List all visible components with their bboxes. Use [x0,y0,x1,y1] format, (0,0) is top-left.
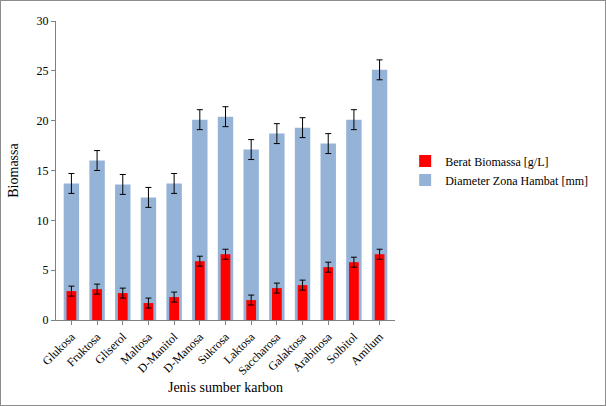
svg-text:Saccharosa: Saccharosa [235,329,284,378]
svg-text:Sukrosa: Sukrosa [195,329,233,367]
svg-text:Solbitol: Solbitol [323,329,360,366]
svg-text:Galaktosa: Galaktosa [265,329,309,373]
svg-text:Biomassa: Biomassa [6,142,21,197]
svg-text:15: 15 [37,164,49,178]
svg-text:0: 0 [43,313,49,327]
svg-text:Jenis sumber karbon: Jenis sumber karbon [168,380,283,395]
svg-text:5: 5 [43,263,49,277]
svg-text:Berat Biomassa [g/L]: Berat Biomassa [g/L] [445,155,548,169]
svg-text:25: 25 [37,64,49,78]
svg-text:20: 20 [37,114,49,128]
svg-text:Amilum: Amilum [348,329,387,368]
svg-text:Fruktosa: Fruktosa [64,329,104,369]
svg-text:D-Manitol: D-Manitol [135,329,181,375]
svg-text:Laktosa: Laktosa [221,329,258,366]
svg-text:10: 10 [37,214,49,228]
svg-text:Gliserol: Gliserol [92,329,130,367]
svg-text:30: 30 [37,14,49,28]
svg-text:Glukosa: Glukosa [40,329,79,368]
svg-text:Arabinosa: Arabinosa [290,329,335,374]
svg-text:D-Manosa: D-Manosa [160,329,206,375]
svg-text:Diameter Zona Hambat [mm]: Diameter Zona Hambat [mm] [445,174,588,188]
svg-text:Maltosa: Maltosa [118,329,156,367]
